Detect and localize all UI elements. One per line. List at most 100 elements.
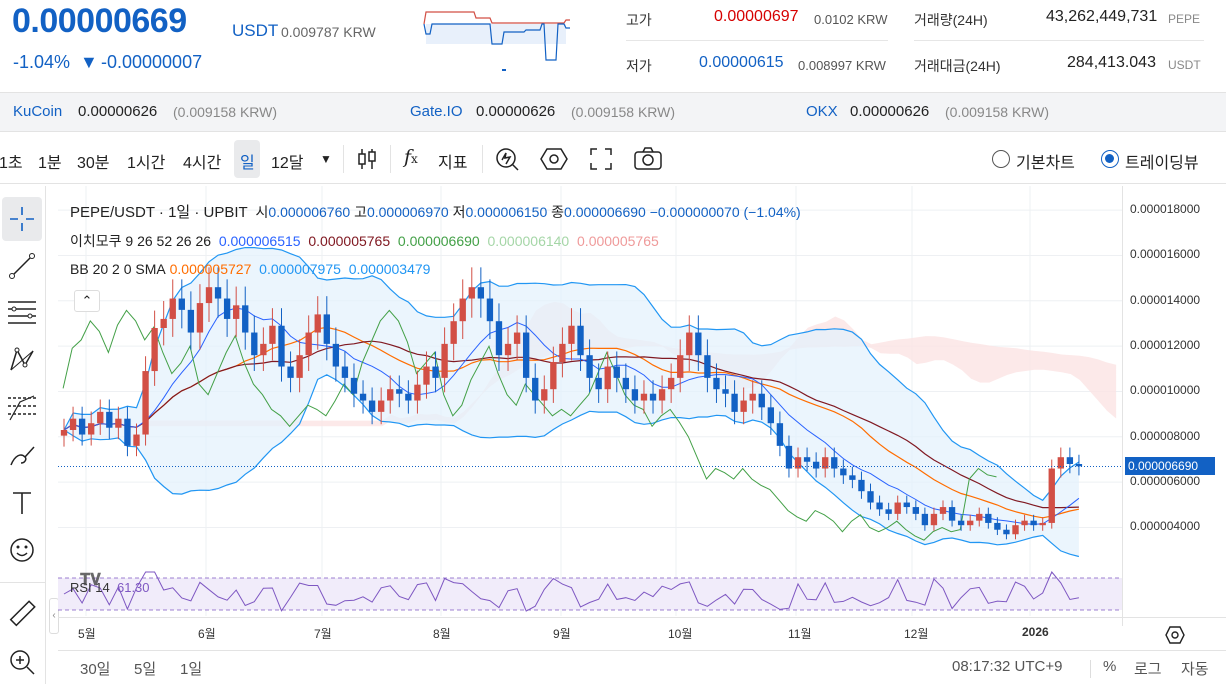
camera-icon[interactable] <box>634 147 662 171</box>
exchange-krw: (0.009158 KRW) <box>945 104 1050 120</box>
range-1d[interactable]: 1일 <box>180 661 203 678</box>
horizontal-lines-icon[interactable] <box>0 290 44 334</box>
candle-body <box>812 461 820 469</box>
range-30d[interactable]: 30일 <box>80 661 111 678</box>
toolbar-separator <box>343 145 344 173</box>
candle-body <box>296 355 303 378</box>
last-price-tag: 0.000006690 <box>1125 457 1215 476</box>
candle-body <box>704 355 711 378</box>
candle-body <box>432 366 439 378</box>
volume-value: 43,262,449,731 <box>1046 8 1158 25</box>
time-axis-tick: 11월 <box>788 627 812 641</box>
fullscreen-icon[interactable] <box>590 148 612 170</box>
rsi-legend: RSI 14 61.30 <box>70 580 150 595</box>
low-label: 저가 <box>626 58 652 74</box>
radio-basic-chart[interactable] <box>992 150 1010 168</box>
legend-low-label: 저 <box>452 204 466 220</box>
pattern-icon[interactable] <box>0 338 44 382</box>
collapse-legend-button[interactable]: ⌃ <box>74 290 100 312</box>
fx-icon[interactable]: fx <box>404 146 418 168</box>
candle-body <box>387 389 394 401</box>
settings-hexagon-icon[interactable] <box>540 146 568 172</box>
collapse-toolbar-handle[interactable]: ‹ <box>49 598 59 634</box>
bollinger-upper <box>63 246 1080 502</box>
basic-chart-label[interactable]: 기본차트 <box>1016 155 1075 172</box>
time-axis-tick: 2026 <box>1022 625 1049 639</box>
candle-body <box>686 332 693 356</box>
candle-type-icon[interactable] <box>356 147 378 171</box>
candle-body <box>840 468 847 476</box>
candle-body <box>178 298 185 310</box>
legend-low: 0.000006150 <box>465 204 548 220</box>
legend-close-label: 종 <box>551 204 565 220</box>
candle-body <box>622 377 630 390</box>
interval-1d[interactable]: 일 <box>240 155 255 172</box>
interval-1h[interactable]: 1시간 <box>127 155 166 172</box>
range-5d[interactable]: 5일 <box>134 661 157 678</box>
candle-body <box>106 411 113 428</box>
candle-body <box>559 343 566 362</box>
candle-body <box>160 318 167 328</box>
ichimoku-value: 0.000005765 <box>577 233 659 249</box>
candle-body <box>695 332 702 356</box>
trend-line-icon[interactable] <box>0 244 44 288</box>
candle-body <box>640 393 648 401</box>
exchange-krw: (0.009158 KRW) <box>571 104 676 120</box>
interval-30m[interactable]: 30분 <box>77 155 110 172</box>
interval-1m[interactable]: 1분 <box>38 155 62 172</box>
candle-body <box>450 321 457 344</box>
exchange-name[interactable]: OKX <box>806 103 838 120</box>
text-tool-icon[interactable] <box>0 481 44 525</box>
candle-body <box>985 513 992 523</box>
trading-view-label[interactable]: 트레이딩뷰 <box>1125 155 1199 172</box>
candle-body <box>133 434 140 446</box>
candle-body <box>785 445 793 469</box>
fib-icon[interactable] <box>0 386 44 430</box>
replay-icon[interactable] <box>494 146 520 172</box>
brush-icon[interactable] <box>0 434 44 478</box>
emoji-icon[interactable] <box>0 528 44 572</box>
radio-trading-view[interactable] <box>1101 150 1119 168</box>
legend-ohlc: PEPE/USDT · 1일 · UPBIT 시0.000006760 고0.0… <box>70 201 801 222</box>
log-toggle[interactable]: 로그 <box>1134 661 1162 678</box>
crosshair-icon[interactable] <box>2 197 42 241</box>
candle-body <box>1075 464 1083 467</box>
volume-label: 거래량(24H) <box>914 12 988 28</box>
ruler-icon[interactable] <box>0 592 44 636</box>
indicator-button[interactable]: 지표 <box>438 155 468 172</box>
interval-1s[interactable]: 1초 <box>0 155 23 172</box>
candle-body <box>88 423 95 435</box>
exchange-name[interactable]: KuCoin <box>13 103 63 120</box>
candle-body <box>831 457 838 469</box>
candle-body <box>1039 522 1046 526</box>
low-value: 0.00000615 <box>699 54 784 71</box>
chart-toolbar <box>0 134 1226 184</box>
candle-body <box>550 362 557 390</box>
interval-12mo[interactable]: 12달 <box>271 155 304 172</box>
ichimoku-value: 0.000005765 <box>308 233 391 249</box>
candle-body <box>613 366 620 378</box>
price-unit: USDT <box>232 21 279 40</box>
zoom-in-icon[interactable] <box>0 640 44 684</box>
price-chart[interactable] <box>58 186 1226 626</box>
interval-4h[interactable]: 4시간 <box>183 155 222 172</box>
exchange-name[interactable]: Gate.IO <box>410 103 463 120</box>
candle-body <box>187 309 195 333</box>
chevron-down-icon[interactable]: ▼ <box>320 152 332 166</box>
chart-settings-icon[interactable] <box>1165 625 1185 645</box>
toolbar-separator <box>390 145 391 173</box>
candle-body <box>822 457 829 469</box>
candle-body <box>849 475 856 480</box>
price-axis-tick: 0.000006000 <box>1130 474 1201 489</box>
candle-body <box>314 314 321 333</box>
bottom-border <box>58 650 1226 651</box>
toolbar-separator <box>482 145 483 173</box>
rsi-value: 61.30 <box>116 580 150 595</box>
candle-body <box>69 418 77 430</box>
auto-toggle[interactable]: 자동 <box>1181 661 1209 678</box>
legend-ichimoku: 이치모쿠 9 26 52 26 26 0.000006515 0.0000057… <box>70 231 659 251</box>
legend-open-label: 시 <box>255 204 269 220</box>
percent-toggle[interactable]: % <box>1103 658 1117 675</box>
candle-body <box>278 325 285 367</box>
candle-body <box>522 332 530 378</box>
